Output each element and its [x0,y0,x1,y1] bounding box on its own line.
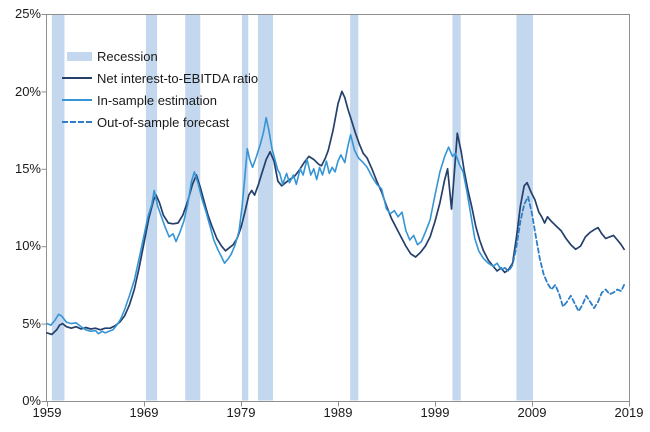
legend: Recession Net interest-to-EBITDA ratio I… [62,45,258,133]
series-line-2 [503,195,625,313]
x-tick-label: 1999 [420,405,450,420]
recession-band [185,14,201,401]
legend-item-in-sample: In-sample estimation [62,89,258,111]
legend-item-recession: Recession [62,45,258,67]
y-tick-label: 5% [22,316,41,331]
y-tick-label: 0% [22,393,41,408]
series-line-1 [46,116,506,335]
legend-item-net-interest-ratio: Net interest-to-EBITDA ratio [62,67,258,89]
x-tick-label: 2009 [517,405,547,420]
x-tick-label: 2019 [614,405,644,420]
legend-label: Recession [97,48,158,64]
x-tick-label: 1969 [129,405,159,420]
x-tick-label: 1989 [323,405,353,420]
navy-line-swatch-icon [62,77,94,79]
blue-line-swatch-icon [62,99,94,101]
recession-band [257,14,274,401]
recession-band [51,14,65,401]
recession-swatch-icon [62,51,94,61]
recession-band [452,14,461,401]
recession-band [516,14,533,401]
x-tick-label: 1959 [32,405,62,420]
y-tick-label: 20% [14,84,41,99]
y-tick-label: 10% [14,238,41,253]
legend-label: Net interest-to-EBITDA ratio [97,70,259,86]
recession-band [350,14,359,401]
x-tick-label: 1979 [226,405,256,420]
series-line-0 [46,90,625,336]
dashed-line-swatch-icon [62,121,94,123]
legend-label: In-sample estimation [97,92,217,108]
y-tick-label: 15% [14,161,41,176]
y-tick-label: 25% [14,6,41,21]
legend-item-out-of-sample: Out-of-sample forecast [62,111,258,133]
legend-label: Out-of-sample forecast [97,114,230,130]
